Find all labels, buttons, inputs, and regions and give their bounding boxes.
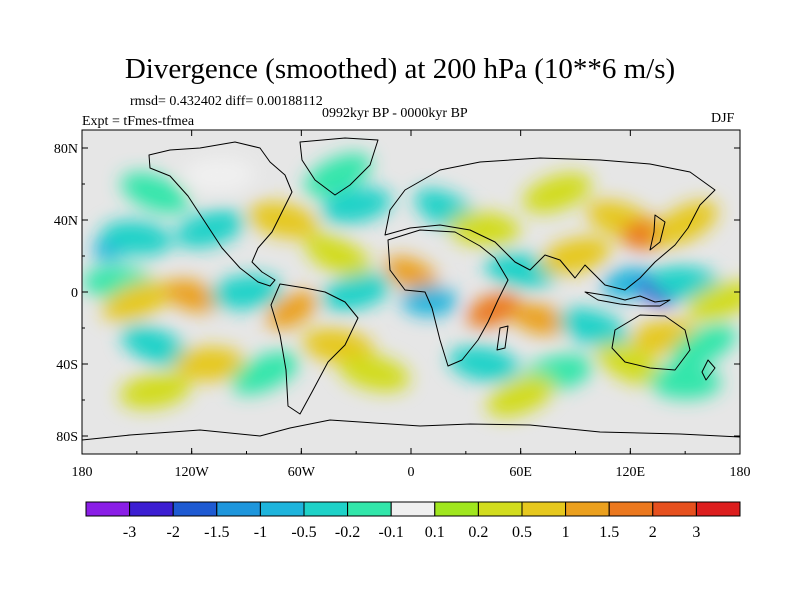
field-blob	[320, 187, 392, 224]
coastline-indonesia	[584, 291, 671, 307]
map-title: Divergence (smoothed) at 200 hPa (10**6 …	[124, 53, 676, 85]
coastline-south-america	[270, 283, 359, 415]
lat-tick-label: 80S	[56, 430, 78, 445]
lat-tick-label: 80N	[54, 142, 78, 157]
field-blob	[102, 280, 172, 322]
field-blob	[384, 256, 438, 292]
colorbar-swatch	[303, 501, 349, 517]
colorbar-swatch	[259, 501, 305, 517]
lon-tick-label: 60W	[288, 465, 316, 480]
field-blob	[339, 354, 410, 392]
coastline-africa	[387, 229, 509, 367]
lon-tick-label: 120E	[616, 465, 646, 480]
field-blob	[304, 234, 372, 278]
coastline-japan	[649, 214, 666, 251]
colorbar-label: 3	[692, 524, 700, 541]
colorbar-swatch	[129, 501, 174, 517]
period-label: 0992kyr BP - 0000kyr BP	[322, 106, 468, 121]
colorbar-label: -1.5	[204, 524, 229, 541]
field-blob	[119, 373, 191, 409]
colorbar-swatch	[695, 501, 741, 517]
coastline-north-america	[148, 141, 293, 287]
coastline-antarctica	[82, 419, 740, 441]
lat-tick-label: 0	[71, 286, 78, 301]
colorbar-label: 0.1	[425, 524, 445, 541]
colorbar-label: 2	[649, 524, 657, 541]
field-blob	[183, 157, 256, 193]
colorbar-label: -3	[123, 524, 136, 541]
coastline-madagascar	[496, 325, 509, 351]
coastline-eurasia	[384, 157, 716, 291]
field-blob	[120, 172, 190, 214]
colorbar-swatch	[565, 501, 610, 517]
field-blob	[231, 351, 299, 395]
colorbar-swatch	[85, 501, 131, 517]
colorbar-label: 1.5	[599, 524, 619, 541]
colorbar-label: 0.2	[468, 524, 488, 541]
field-blob	[596, 342, 664, 386]
experiment-label: Expt = tFmes-tfmea	[82, 114, 195, 129]
colorbar-swatch	[434, 501, 479, 517]
stats-text: rmsd= 0.432402 diff= 0.00188112	[130, 94, 323, 109]
field-blob	[247, 201, 319, 239]
field-blob	[652, 200, 718, 247]
field-blob	[687, 281, 740, 321]
field-blob	[121, 325, 190, 367]
field-blob	[511, 302, 567, 336]
field-blob	[173, 346, 246, 382]
field-blob	[486, 375, 555, 418]
colorbar-label: -2	[167, 524, 180, 541]
field-blob	[559, 308, 629, 348]
field-blob	[304, 153, 372, 197]
colorbar-label: -0.5	[291, 524, 316, 541]
lat-tick-label: 40N	[54, 214, 78, 229]
colorbar-swatch	[521, 501, 567, 517]
lon-tick-label: 120W	[175, 465, 210, 480]
lon-tick-label: 60E	[509, 465, 532, 480]
colorbar-swatch	[477, 501, 523, 517]
field-blob	[101, 220, 173, 256]
coastline-greenland	[299, 137, 379, 196]
lat-tick-label: 40S	[56, 358, 78, 373]
field-blob	[448, 211, 521, 247]
field-blob	[321, 273, 392, 311]
coastline-new-zealand	[701, 359, 716, 381]
field-blob	[266, 291, 318, 329]
colorbar-label: 1	[562, 524, 570, 541]
colorbar-label: -1	[254, 524, 267, 541]
colorbar-swatch	[172, 501, 218, 517]
colorbar-swatch	[216, 501, 261, 517]
field-blob	[670, 323, 737, 369]
field-blob	[210, 274, 283, 310]
field-blob	[540, 237, 611, 275]
divergence-field	[82, 153, 740, 418]
field-blob	[522, 173, 592, 213]
colorbar-swatch	[347, 501, 392, 517]
field-blob	[164, 279, 219, 313]
colorbar-swatch	[652, 501, 697, 517]
coastline-australia	[611, 314, 691, 371]
colorbar-swatch	[608, 501, 654, 517]
colorbar-swatch	[390, 501, 436, 517]
lon-tick-label: 180	[72, 465, 93, 480]
field-blob	[302, 328, 374, 364]
colorbar: -3 -2 -1.5 -1 -0.5 -0.2 -0.1 0.1 0.2 0.5 1 1.5 2 3	[85, 501, 741, 541]
map-axes: 180 120W 60W 0 60E 120E 180 80N 40N 0 40S 80S	[54, 130, 751, 480]
lon-tick-label: 0	[408, 465, 415, 480]
lon-tick-label: 180	[730, 465, 751, 480]
colorbar-label: -0.2	[335, 524, 360, 541]
colorbar-label: -0.1	[379, 524, 404, 541]
coastlines	[82, 137, 740, 441]
season-label: DJF	[711, 111, 735, 126]
colorbar-label: 0.5	[512, 524, 532, 541]
